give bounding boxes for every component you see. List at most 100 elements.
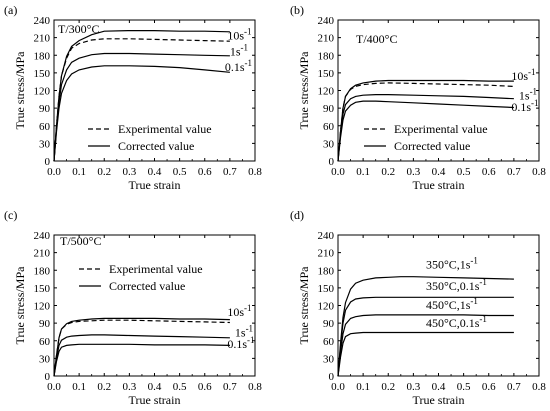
series-annotation: 350°C,0.1s-1 <box>426 277 487 293</box>
series-line-corrected-2 <box>337 94 514 162</box>
series-annotation-text: 1s <box>235 326 246 340</box>
series-annotation: 1s-1 <box>230 42 248 58</box>
y-tick-label: 90 <box>323 103 335 115</box>
x-tick-label: 0.0 <box>47 166 61 178</box>
panel-label: (b) <box>290 3 304 17</box>
chart-panel-d: 0.0 0.1 0.2 0.3 0.4 0.5 0.6 0.7 0.8 0 30 60 90 120 150… <box>290 208 546 407</box>
panel-title: T/400°C <box>356 32 397 46</box>
series-annotation: 10s-1 <box>511 67 535 83</box>
x-tick-label: 0.3 <box>123 166 137 178</box>
y-tick-label: 30 <box>323 353 335 365</box>
legend-label: Experimental value <box>118 122 212 136</box>
x-tick-label: 0.4 <box>432 166 446 178</box>
x-tick-label: 0.2 <box>381 381 395 393</box>
series-annotation-superscript: -1 <box>244 303 252 313</box>
y-tick-label: 0 <box>329 371 335 383</box>
y-tick-label: 90 <box>39 103 51 115</box>
series-annotation: 0.1s-1 <box>511 98 538 114</box>
series-annotation-superscript: -1 <box>241 42 249 52</box>
x-tick-label: 0.4 <box>432 381 446 393</box>
x-tick-label: 0.0 <box>47 381 61 393</box>
x-axis-title: True strain <box>129 393 181 407</box>
series-annotation-text: 10s <box>227 305 244 319</box>
series-line-corrected-1 <box>53 317 230 377</box>
series-annotation-superscript: -1 <box>470 255 478 265</box>
x-tick-label: 0.6 <box>198 166 212 178</box>
series-annotation-superscript: -1 <box>479 314 487 324</box>
y-tick-label: 240 <box>34 15 51 27</box>
x-axis-title: True strain <box>129 178 181 192</box>
y-tick-label: 180 <box>34 265 51 277</box>
series-line-corrected-3 <box>53 343 230 377</box>
series-annotation-superscript: -1 <box>247 335 255 345</box>
chart-panel-c: 0.0 0.1 0.2 0.3 0.4 0.5 0.6 0.7 0.8 0 30 60 90 120 150… <box>4 208 262 407</box>
series-annotation-text: 0.1s <box>511 100 531 114</box>
x-tick-label: 0.3 <box>407 381 421 393</box>
y-tick-label: 60 <box>323 121 335 133</box>
y-tick-label: 120 <box>318 86 335 98</box>
y-tick-label: 90 <box>323 318 335 330</box>
series-line-corrected-3 <box>337 100 514 162</box>
y-tick-label: 120 <box>34 86 51 98</box>
y-tick-label: 150 <box>34 283 51 295</box>
legend-label: Corrected value <box>394 139 470 153</box>
chart-panel-a: 0.0 0.1 0.2 0.3 0.4 0.5 0.6 0.7 0.8 0 30 60 90 120 150… <box>4 3 262 192</box>
y-axis-title: True stress/MPa <box>13 51 27 130</box>
y-tick-label: 30 <box>39 353 51 365</box>
y-tick-label: 240 <box>318 15 335 27</box>
x-tick-label: 0.8 <box>532 166 546 178</box>
series-annotation: 1s-1 <box>235 324 253 340</box>
series-annotation-superscript: -1 <box>530 86 538 96</box>
chart-panel-b: 0.0 0.1 0.2 0.3 0.4 0.5 0.6 0.7 0.8 0 30 60 90 120 150… <box>290 3 546 192</box>
panel-label: (d) <box>290 208 304 222</box>
y-axis-title: True stress/MPa <box>13 266 27 345</box>
series-line-corrected-1 <box>53 30 230 162</box>
series-annotation: 350°C,1s-1 <box>426 255 478 271</box>
series-annotation: 10s-1 <box>227 26 251 42</box>
y-tick-label: 60 <box>39 336 51 348</box>
x-tick-label: 0.7 <box>223 166 237 178</box>
series-annotation-superscript: -1 <box>244 26 252 36</box>
series-annotation-superscript: -1 <box>531 98 539 108</box>
series-annotation-superscript: -1 <box>246 324 254 334</box>
series-line-corrected-2 <box>53 334 230 377</box>
y-tick-label: 60 <box>39 121 51 133</box>
series-annotation: 450°C,1s-1 <box>426 296 478 312</box>
y-axis-title: True stress/MPa <box>297 51 311 130</box>
x-tick-label: 0.8 <box>248 381 262 393</box>
y-tick-label: 210 <box>318 248 335 260</box>
x-tick-label: 0.3 <box>123 381 137 393</box>
x-tick-label: 0.6 <box>198 381 212 393</box>
x-tick-label: 0.1 <box>356 381 370 393</box>
panel-title: T/500°C <box>60 234 101 248</box>
series-annotation-superscript: -1 <box>245 58 253 68</box>
y-tick-label: 60 <box>323 336 335 348</box>
series-line-corrected-1 <box>337 296 514 377</box>
legend: Experimental value Corrected value <box>364 122 488 153</box>
x-tick-label: 0.2 <box>381 166 395 178</box>
x-tick-label: 0.3 <box>407 166 421 178</box>
x-tick-label: 0.7 <box>223 381 237 393</box>
series-line-experimental-0 <box>53 319 230 377</box>
y-axis-title: True stress/MPa <box>297 266 311 345</box>
y-tick-label: 0 <box>45 156 51 168</box>
series-annotation: 10s-1 <box>227 303 251 319</box>
y-tick-label: 210 <box>318 33 335 45</box>
y-tick-label: 180 <box>318 50 335 62</box>
series-annotation-superscript: -1 <box>528 67 536 77</box>
y-tick-label: 240 <box>34 230 51 242</box>
series-line-corrected-0 <box>337 276 514 377</box>
legend: Experimental value Corrected value <box>79 262 203 293</box>
x-tick-label: 0.6 <box>482 166 496 178</box>
series-line-corrected-2 <box>53 52 230 162</box>
legend-label: Corrected value <box>109 279 185 293</box>
x-tick-label: 0.4 <box>148 381 162 393</box>
y-tick-label: 210 <box>34 248 51 260</box>
x-axis-title: True strain <box>413 178 465 192</box>
y-tick-label: 150 <box>34 68 51 80</box>
series-annotation-text: 10s <box>227 28 244 42</box>
series-line-corrected-3 <box>337 331 514 377</box>
series-annotation: 0.1s-1 <box>227 335 254 351</box>
x-tick-label: 0.0 <box>331 166 345 178</box>
